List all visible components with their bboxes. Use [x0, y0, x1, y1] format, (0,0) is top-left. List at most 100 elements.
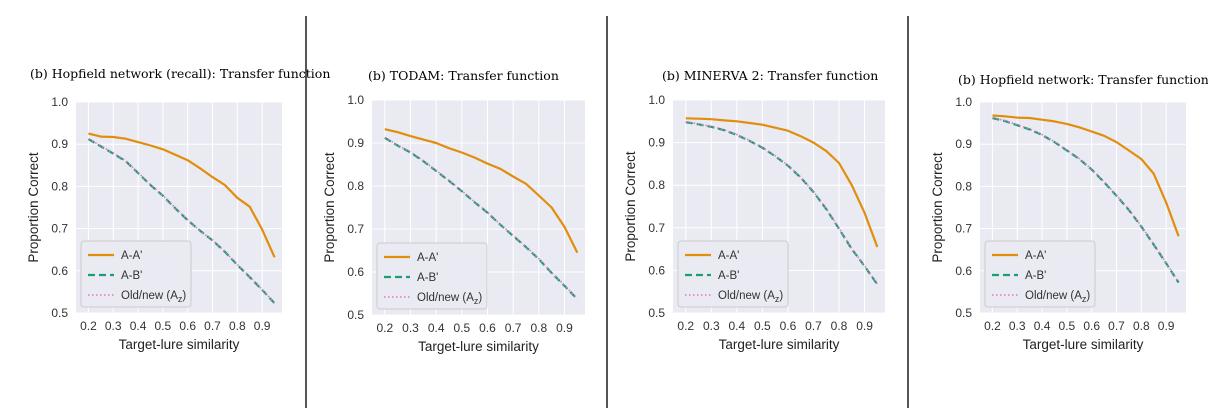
y-tick-label: 1.0 — [648, 93, 665, 107]
chart-title: (b) MINERVA 2: Transfer function — [662, 68, 878, 83]
x-axis-label: Target-lure similarity — [1023, 337, 1144, 352]
panel-separator-3 — [907, 16, 909, 408]
y-tick-label: 0.8 — [347, 179, 364, 193]
chart-title: (b) TODAM: Transfer function — [368, 68, 559, 83]
chart-panel-2: (b) TODAM: Transfer function 0.5 0.6 0.7 0.8… — [322, 68, 585, 354]
x-tick-label: 0.4 — [1034, 319, 1051, 333]
series-line-old-new — [685, 120, 878, 285]
series-line-old-new — [992, 116, 1180, 283]
panel-separator-2 — [606, 16, 608, 408]
legend-box — [984, 240, 1096, 308]
x-tick-label: 0.9 — [254, 319, 271, 333]
x-tick-label: 0.5 — [1059, 319, 1076, 333]
x-axis-label: Target-lure similarity — [119, 337, 240, 352]
legend-box — [376, 242, 488, 310]
x-tick-label: 0.7 — [1108, 319, 1125, 333]
series-line-a-b — [384, 136, 579, 300]
legend-label: Old/new (Az) — [121, 290, 186, 304]
x-tick-label: 0.7 — [805, 319, 822, 333]
x-tick-label: 0.3 — [1009, 319, 1026, 333]
y-tick-label: 1.0 — [347, 93, 364, 107]
legend: A-A' A-B' Old/new (Az) — [80, 240, 192, 308]
series-line-a-a — [88, 132, 276, 258]
legend-label: A-B' — [121, 270, 142, 282]
series-line-old-new — [384, 136, 578, 300]
y-tick-label: 0.9 — [648, 136, 665, 150]
y-axis-label: Proportion Correct — [930, 152, 945, 263]
y-tick-label: 0.7 — [51, 222, 68, 236]
x-axis-label: Target-lure similarity — [418, 339, 539, 354]
x-tick-label: 0.2 — [376, 321, 393, 335]
x-tick-label: 0.5 — [453, 321, 470, 335]
y-tick-label: 0.5 — [955, 306, 972, 320]
chart-panel-1: (b) Hopfield network (recall): Transfer … — [26, 66, 330, 352]
y-tick-label: 0.8 — [51, 179, 68, 193]
y-tick-label: 0.9 — [51, 137, 68, 151]
y-tick-label: 0.6 — [648, 263, 665, 277]
x-tick-label: 0.5 — [754, 319, 771, 333]
y-tick-label: 0.8 — [955, 179, 972, 193]
y-tick-label: 0.6 — [347, 265, 364, 279]
x-tick-label: 0.9 — [556, 321, 573, 335]
legend-label: Old/new (Az) — [417, 292, 482, 306]
x-tick-label: 0.6 — [179, 319, 196, 333]
x-tick-label: 0.4 — [130, 319, 147, 333]
x-tick-label: 0.2 — [80, 319, 97, 333]
panel-separator-1 — [305, 16, 307, 408]
legend: A-A' A-B' Old/new (Az) — [984, 240, 1096, 308]
y-tick-label: 0.6 — [955, 264, 972, 278]
legend-label: A-A' — [417, 252, 438, 264]
x-tick-label: 0.3 — [105, 319, 122, 333]
y-tick-label: 0.5 — [51, 306, 68, 320]
y-axis-label: Proportion Correct — [26, 152, 41, 263]
y-tick-label: 0.9 — [955, 137, 972, 151]
legend-label: A-B' — [417, 272, 438, 284]
x-tick-label: 0.3 — [402, 321, 419, 335]
y-tick-label: 1.0 — [51, 95, 68, 109]
x-tick-label: 0.7 — [505, 321, 522, 335]
series-line-a-a — [384, 128, 579, 254]
x-tick-label: 0.5 — [155, 319, 172, 333]
y-axis-label: Proportion Correct — [623, 151, 638, 262]
series-line-old-new — [87, 138, 276, 304]
y-tick-label: 0.9 — [347, 136, 364, 150]
y-axis-label: Proportion Correct — [322, 152, 337, 263]
series-line-a-a — [992, 114, 1180, 237]
x-tick-label: 0.6 — [780, 319, 797, 333]
chart-panel-4: (b) Hopfield network: Transfer function 0… — [930, 72, 1208, 352]
legend-label: A-B' — [718, 270, 739, 282]
y-tick-label: 0.7 — [347, 222, 364, 236]
legend-label: A-A' — [1025, 250, 1046, 262]
x-tick-label: 0.2 — [677, 319, 694, 333]
legend-label: Old/new (Az) — [718, 290, 783, 304]
legend: A-A' A-B' Old/new (Az) — [376, 242, 488, 310]
x-tick-label: 0.3 — [703, 319, 720, 333]
legend-label: A-A' — [121, 250, 142, 262]
x-tick-label: 0.9 — [1158, 319, 1175, 333]
x-tick-label: 0.4 — [428, 321, 445, 335]
series-line-a-a — [685, 117, 879, 248]
chart-title: (b) Hopfield network (recall): Transfer … — [30, 66, 330, 81]
chart-panel-3: (b) MINERVA 2: Transfer function 0.5 0.6 0.… — [623, 68, 885, 352]
x-tick-label: 0.7 — [204, 319, 221, 333]
legend: A-A' A-B' Old/new (Az) — [677, 240, 789, 308]
y-tick-label: 0.6 — [51, 264, 68, 278]
legend-box — [677, 240, 789, 308]
x-tick-label: 0.8 — [831, 319, 848, 333]
y-tick-label: 0.7 — [955, 222, 972, 236]
legend-label: A-B' — [1025, 270, 1046, 282]
x-tick-label: 0.8 — [1133, 319, 1150, 333]
chart-title: (b) Hopfield network: Transfer function — [958, 72, 1208, 87]
x-tick-label: 0.4 — [729, 319, 746, 333]
x-tick-label: 0.9 — [856, 319, 873, 333]
y-tick-label: 0.5 — [347, 308, 364, 322]
x-axis-label: Target-lure similarity — [719, 337, 840, 352]
legend-label: A-A' — [718, 250, 739, 262]
y-tick-label: 0.8 — [648, 178, 665, 192]
x-tick-label: 0.6 — [479, 321, 496, 335]
x-tick-label: 0.8 — [530, 321, 547, 335]
y-tick-label: 0.7 — [648, 221, 665, 235]
x-tick-label: 0.8 — [229, 319, 246, 333]
legend-label: Old/new (Az) — [1025, 290, 1090, 304]
